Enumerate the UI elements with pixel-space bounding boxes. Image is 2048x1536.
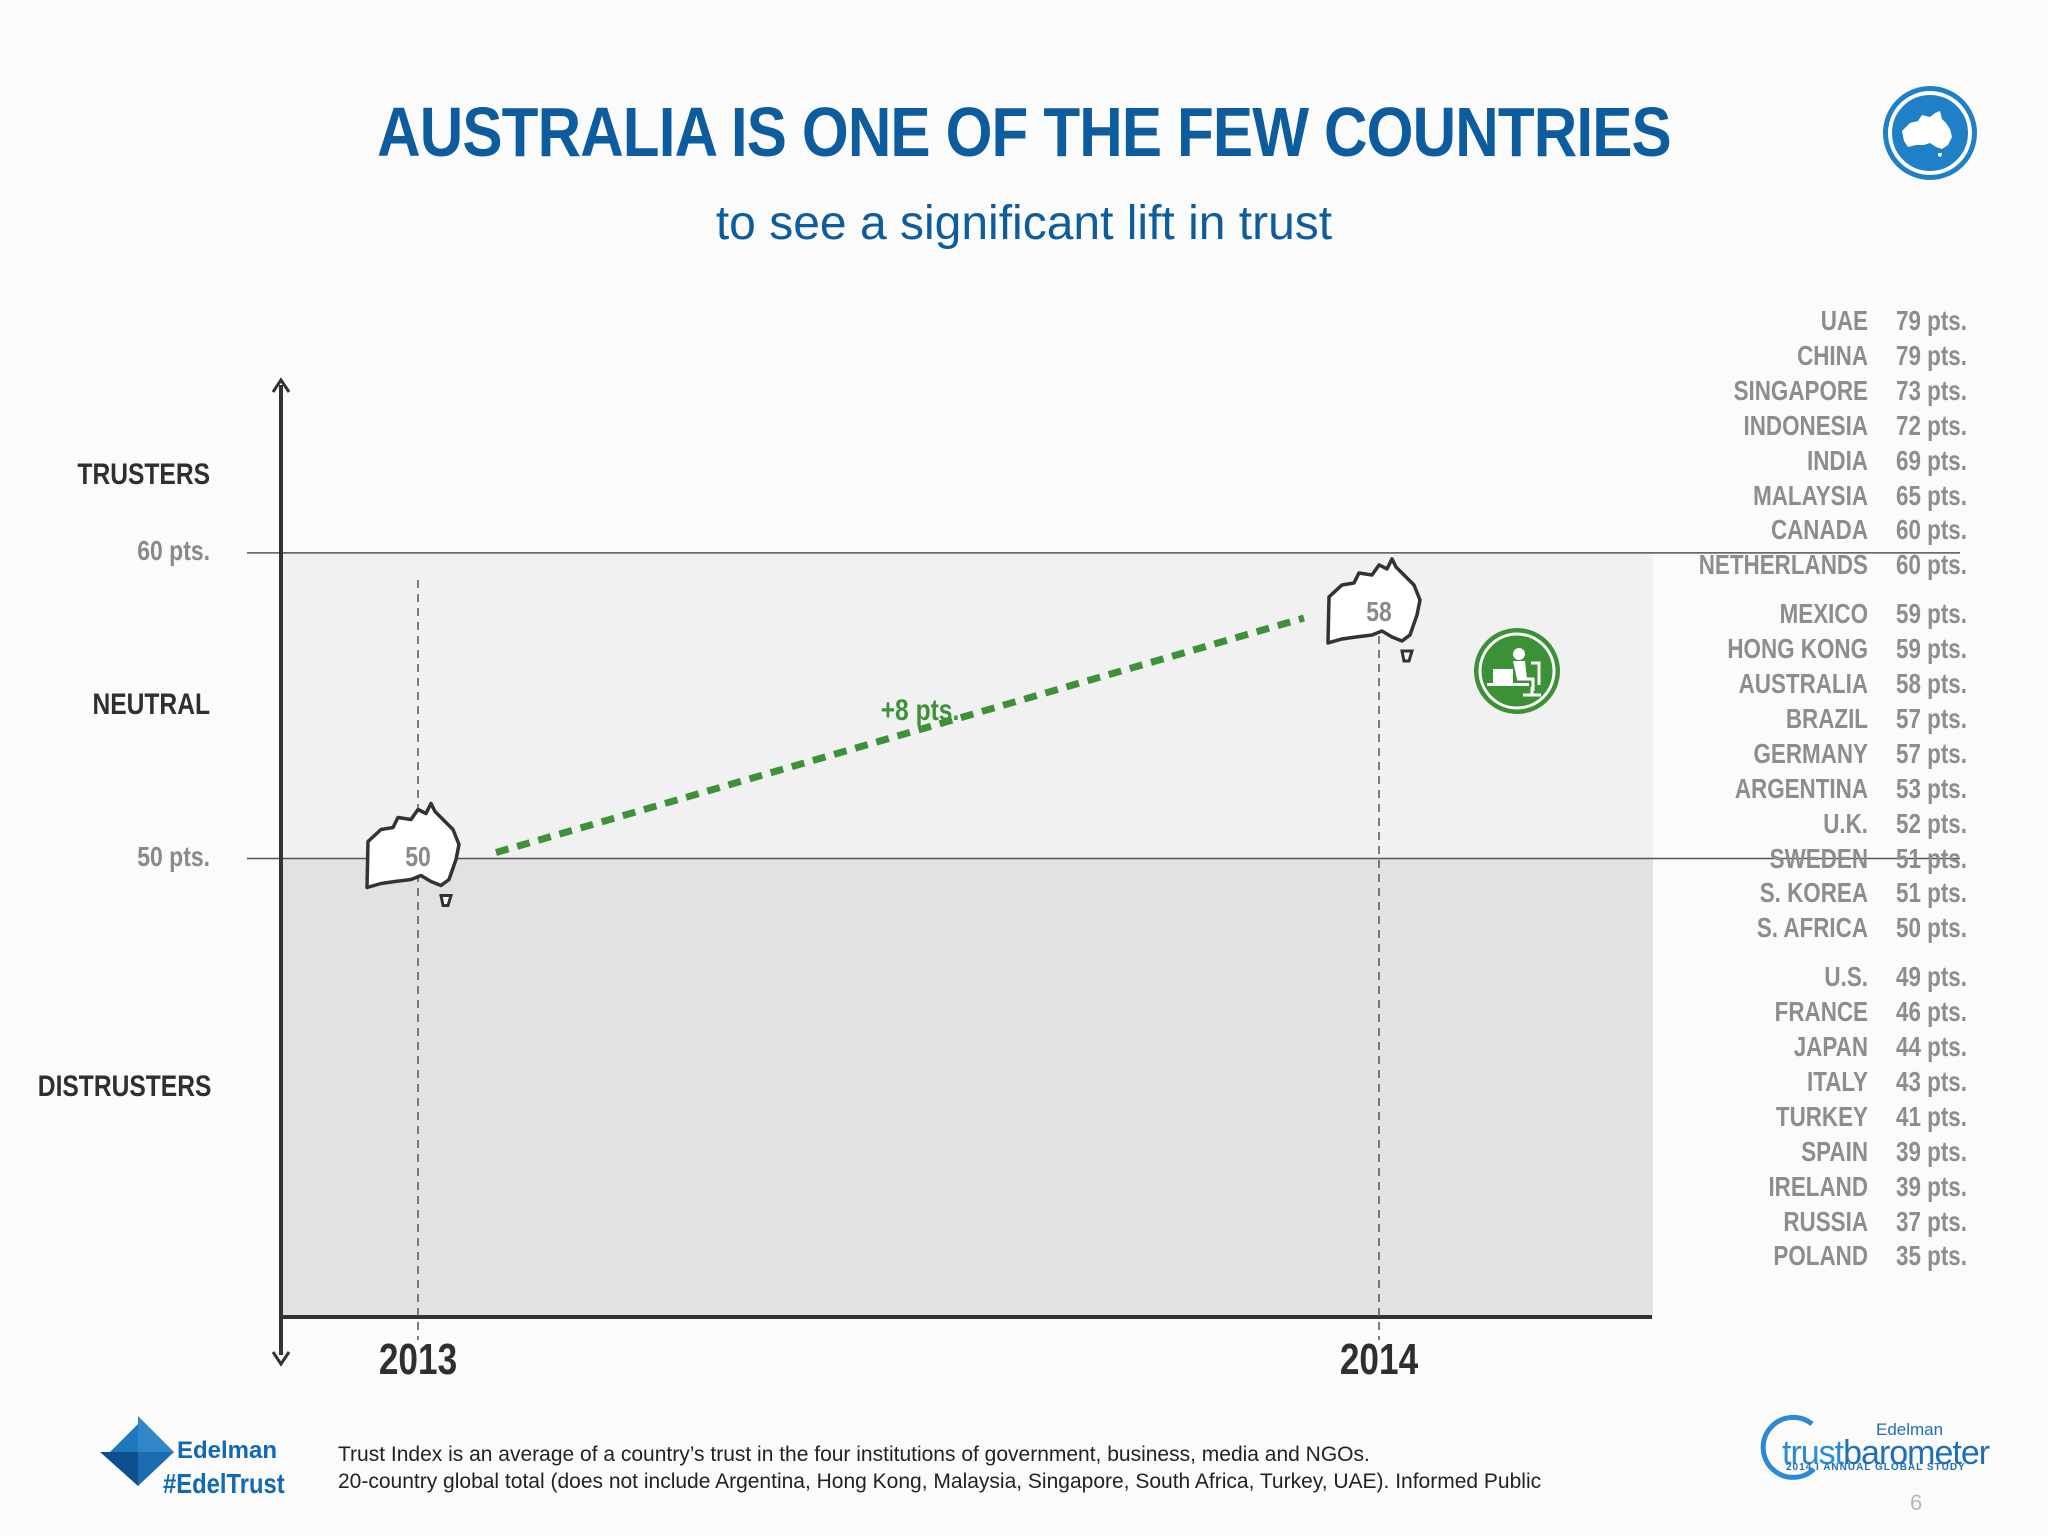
trustbarometer-name-part1: trust (1782, 1434, 1844, 1472)
neutral-band (283, 552, 1653, 859)
ranking-country: ITALY (1807, 1065, 1868, 1097)
ranking-country: U.S. (1824, 961, 1868, 993)
ranking-points: 65 pts. (1896, 479, 1967, 511)
ranking-points: 51 pts. (1896, 842, 1967, 874)
trustbarometer-name-part2: barometer (1843, 1434, 1990, 1472)
ranking-country: SPAIN (1801, 1135, 1868, 1167)
footnote: Trust Index is an average of a country’s… (338, 1441, 1678, 1495)
trust-chart (247, 377, 1960, 1367)
zone-label-trusters: TRUSTERS (77, 458, 210, 492)
ranking-country: CHINA (1797, 339, 1868, 371)
y-tick-label-60: 60 pts. (137, 534, 210, 566)
trustbarometer-swoosh-icon (1760, 1414, 1816, 1480)
point-value-2014: 58 (1366, 595, 1392, 627)
ranking-points: 72 pts. (1896, 409, 1967, 441)
x-tick-label-2013: 2013 (378, 1335, 458, 1384)
ranking-country: ARGENTINA (1734, 772, 1868, 804)
ranking-points: 46 pts. (1896, 996, 1967, 1028)
ranking-points: 59 pts. (1896, 598, 1967, 630)
ranking-points: 58 pts. (1896, 668, 1967, 699)
ranking-country: IRELAND (1768, 1170, 1868, 1202)
x-tick-label-2014: 2014 (1339, 1335, 1419, 1384)
distruster-band (283, 858, 1653, 1317)
ranking-points: 51 pts. (1896, 877, 1967, 909)
ranking-points: 73 pts. (1896, 374, 1967, 406)
ranking-points: 49 pts. (1896, 961, 1967, 993)
australia-map-icon (1883, 86, 1977, 180)
edelman-logo-icon (100, 1416, 174, 1486)
ranking-points: 59 pts. (1896, 633, 1967, 665)
ranking-points: 53 pts. (1896, 772, 1967, 804)
trustbarometer-brand: Edelman (1876, 1420, 1944, 1439)
footnote-line-2: 20-country global total (does not includ… (338, 1470, 1542, 1493)
ranking-points: 60 pts. (1896, 514, 1967, 546)
point-value-2013: 50 (405, 840, 431, 872)
edelman-name: Edelman (177, 1437, 278, 1464)
ranking-country: MEXICO (1779, 598, 1868, 630)
trend-line (495, 614, 1305, 856)
ranking-points: 44 pts. (1896, 1031, 1967, 1062)
australia-marker-2014 (1326, 557, 1422, 663)
australia-marker-2013 (365, 801, 461, 907)
ranking-country: POLAND (1773, 1240, 1868, 1272)
ranking-country: S. KOREA (1759, 877, 1868, 909)
ranking-country: S. AFRICA (1756, 912, 1868, 944)
ranking-points: 52 pts. (1896, 807, 1967, 839)
ranking-points: 79 pts. (1896, 339, 1967, 371)
ranking-country: TURKEY (1775, 1100, 1868, 1132)
y-axis-arrow-down (271, 1351, 291, 1367)
ranking-country: HONG KONG (1727, 633, 1868, 665)
trustbarometer-name: trustbarometer (1782, 1434, 1990, 1473)
footnote-line-1: Trust Index is an average of a country’s… (338, 1443, 1370, 1466)
ranking-country: U.K. (1823, 807, 1868, 839)
office-worker-icon (1474, 628, 1560, 714)
ranking-country: INDONESIA (1743, 409, 1868, 441)
ranking-points: 35 pts. (1896, 1240, 1967, 1272)
ranking-points: 69 pts. (1896, 444, 1967, 476)
page-title: AUSTRALIA IS ONE OF THE FEW COUNTRIES (377, 93, 1672, 171)
ranking-country: BRAZIL (1785, 702, 1868, 734)
trustbarometer-subtitle: 2014 I ANNUAL GLOBAL STUDY (1786, 1462, 1966, 1473)
ranking-points: 50 pts. (1896, 912, 1967, 944)
ranking-country: RUSSIA (1783, 1205, 1868, 1237)
ranking-country: SINGAPORE (1733, 374, 1868, 406)
ranking-country: AUSTRALIA (1738, 668, 1868, 699)
edelman-hashtag: #EdelTrust (163, 1468, 285, 1499)
page-subtitle: to see a significant lift in trust (715, 197, 1333, 250)
ranking-country: NETHERLANDS (1698, 549, 1868, 581)
change-label: +8 pts. (880, 694, 960, 727)
ranking-points: 39 pts. (1896, 1135, 1967, 1167)
ranking-country: CANADA (1770, 514, 1868, 546)
ranking-points: 41 pts. (1896, 1100, 1967, 1132)
page-number: 6 (1910, 1490, 1923, 1515)
ranking-country: UAE (1820, 305, 1868, 336)
ranking-country: MALAYSIA (1753, 479, 1868, 511)
ranking-points: 39 pts. (1896, 1170, 1967, 1202)
ranking-country: FRANCE (1774, 996, 1868, 1028)
ranking-country: INDIA (1807, 444, 1868, 476)
zone-label-distrusters: DISTRUSTERS (37, 1069, 212, 1103)
ranking-country: JAPAN (1793, 1031, 1868, 1062)
ranking-points: 79 pts. (1896, 305, 1967, 336)
ranking-points: 37 pts. (1896, 1205, 1967, 1237)
ranking-points: 57 pts. (1896, 737, 1967, 769)
y-axis-arrow-up (271, 377, 291, 393)
ranking-points: 60 pts. (1896, 549, 1967, 581)
ranking-country: GERMANY (1753, 737, 1869, 769)
y-tick-label-50: 50 pts. (137, 840, 210, 872)
ranking-points: 43 pts. (1896, 1065, 1967, 1097)
ranking-country: SWEDEN (1769, 842, 1868, 874)
zone-label-neutral: NEUTRAL (92, 687, 210, 721)
ranking-points: 57 pts. (1896, 702, 1967, 734)
